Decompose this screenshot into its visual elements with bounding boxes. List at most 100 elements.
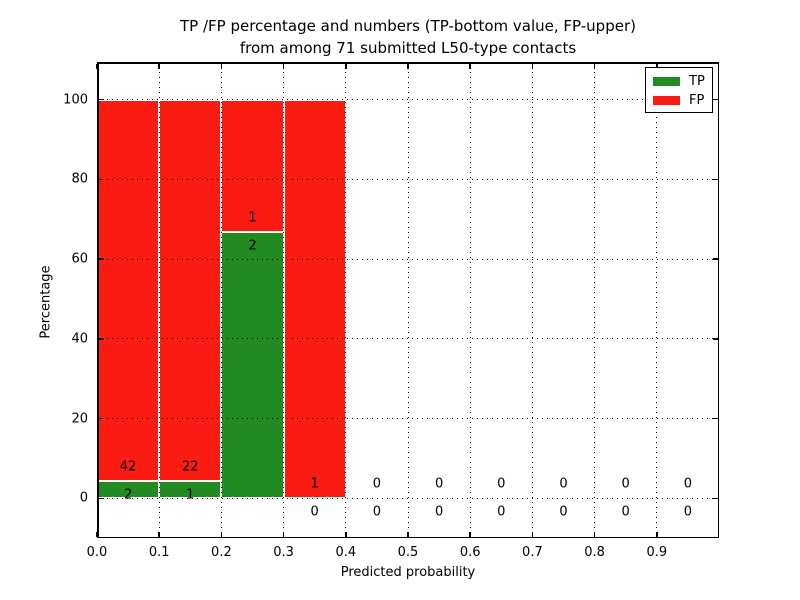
x-tick-bottom bbox=[96, 531, 98, 537]
x-tick-top bbox=[531, 63, 534, 69]
x-tick-label: 0.1 bbox=[148, 545, 170, 560]
tp-count-label: 0 bbox=[372, 504, 382, 520]
legend-item-fp: FP bbox=[653, 91, 712, 110]
x-tick-top bbox=[282, 63, 285, 69]
plot-border-left bbox=[97, 62, 99, 538]
x-tick-top bbox=[220, 63, 223, 69]
x-tick-top bbox=[656, 63, 658, 69]
tp-count-label: 0 bbox=[559, 504, 568, 520]
gridline-x-0.9 bbox=[656, 62, 658, 538]
x-tick-bottom bbox=[158, 531, 160, 537]
gridline-x-0.3 bbox=[283, 62, 285, 538]
fp-bar bbox=[283, 99, 346, 499]
x-tick-bottom bbox=[407, 531, 409, 537]
fp-count-label: 0 bbox=[497, 476, 506, 492]
x-tick-top bbox=[345, 63, 347, 69]
y-tick-label: 100 bbox=[63, 92, 88, 107]
fp-count-label: 0 bbox=[434, 476, 444, 492]
chart-title: TP /FP percentage and numbers (TP-bottom… bbox=[97, 15, 719, 59]
tp-count-label: 0 bbox=[310, 504, 319, 520]
x-tick-label: 0.9 bbox=[646, 545, 668, 560]
gridline-x-0.8 bbox=[594, 62, 596, 538]
x-tick-label: 0.2 bbox=[211, 545, 232, 560]
legend: TP FP bbox=[645, 67, 713, 113]
x-tick-top bbox=[593, 63, 596, 69]
x-tick-bottom bbox=[345, 531, 347, 537]
y-tick-left bbox=[98, 497, 104, 500]
tp-count-label: 0 bbox=[434, 504, 444, 520]
y-tick-left bbox=[98, 258, 104, 260]
x-tick-bottom bbox=[469, 531, 471, 537]
x-tick-bottom bbox=[282, 531, 285, 537]
x-tick-label: 0.5 bbox=[397, 545, 419, 560]
x-tick-top bbox=[469, 63, 471, 69]
x-tick-bottom bbox=[531, 531, 534, 537]
tp-bar bbox=[221, 232, 284, 499]
fp-count-label: 1 bbox=[248, 210, 257, 226]
x-tick-label: 0.4 bbox=[335, 545, 357, 560]
y-tick-left bbox=[98, 178, 104, 181]
tp-count-label: 0 bbox=[621, 504, 630, 520]
fp-count-label: 0 bbox=[683, 476, 693, 492]
fp-count-label: 0 bbox=[559, 476, 568, 492]
y-tick-left bbox=[98, 338, 104, 340]
fp-count-label: 42 bbox=[119, 459, 137, 475]
y-tick-label: 20 bbox=[71, 411, 88, 427]
x-tick-label: 0.3 bbox=[273, 545, 294, 560]
plot-border-bottom bbox=[97, 536, 719, 538]
x-tick-top bbox=[407, 63, 409, 69]
fp-bar bbox=[97, 99, 160, 481]
x-tick-label: 0.7 bbox=[522, 545, 543, 560]
x-tick-bottom bbox=[656, 531, 658, 537]
fp-count-label: 0 bbox=[372, 476, 382, 492]
tp-count-label: 2 bbox=[123, 487, 133, 503]
legend-label-fp: FP bbox=[689, 93, 705, 108]
x-tick-label: 0.6 bbox=[459, 545, 481, 560]
fp-count-label: 22 bbox=[182, 459, 199, 475]
x-tick-label: 0.8 bbox=[584, 545, 605, 560]
legend-label-tp: TP bbox=[689, 74, 705, 89]
y-tick-left bbox=[98, 417, 104, 420]
y-axis-label: Percentage bbox=[38, 265, 54, 339]
y-tick-label: 40 bbox=[71, 331, 88, 347]
fp-bar bbox=[159, 99, 222, 482]
y-tick-right bbox=[712, 258, 718, 260]
plot-area: TP FP 42 2 22 1 1 2 1 0 0 0 0 0 0 0 0 0 0 0 0 0 bbox=[96, 62, 719, 538]
tp-count-label: 0 bbox=[683, 504, 693, 520]
x-tick-bottom bbox=[593, 531, 596, 537]
y-tick-right bbox=[712, 178, 718, 181]
legend-item-tp: TP bbox=[653, 72, 712, 91]
tp-bar bbox=[159, 481, 222, 499]
tp-count-label: 1 bbox=[186, 487, 195, 503]
y-tick-right bbox=[712, 98, 718, 101]
fp-count-label: 1 bbox=[310, 476, 319, 492]
gridline-x-0.7 bbox=[531, 62, 533, 538]
tp-count-label: 2 bbox=[248, 238, 257, 254]
x-tick-top bbox=[158, 63, 160, 69]
x-tick-label: 0.0 bbox=[86, 545, 108, 560]
x-tick-top bbox=[96, 63, 98, 69]
plot-border-right bbox=[717, 62, 719, 538]
y-tick-label: 0 bbox=[79, 490, 88, 506]
y-tick-left bbox=[98, 98, 104, 101]
gridline-x-0.1 bbox=[158, 62, 160, 538]
gridline-x-0.6 bbox=[469, 62, 471, 538]
y-tick-label: 60 bbox=[71, 251, 88, 267]
gridline-x-0.4 bbox=[345, 62, 347, 538]
legend-swatch-fp-icon bbox=[653, 96, 680, 105]
x-tick-bottom bbox=[220, 531, 223, 537]
x-axis-label: Predicted probability bbox=[340, 565, 476, 580]
gridline-x-0.2 bbox=[220, 62, 222, 538]
fp-bar bbox=[221, 99, 284, 233]
y-tick-label: 80 bbox=[71, 171, 88, 187]
chart-title-line2: from among 71 submitted L50-type contact… bbox=[239, 39, 577, 57]
fp-count-label: 0 bbox=[621, 476, 630, 492]
gridline-x-0.5 bbox=[407, 62, 409, 538]
y-tick-right bbox=[712, 417, 718, 420]
y-tick-right bbox=[712, 338, 718, 340]
tp-count-label: 0 bbox=[497, 504, 506, 520]
chart-title-line1: TP /FP percentage and numbers (TP-bottom… bbox=[180, 17, 636, 35]
plot-border-top bbox=[97, 62, 719, 64]
legend-swatch-tp-icon bbox=[653, 77, 680, 86]
